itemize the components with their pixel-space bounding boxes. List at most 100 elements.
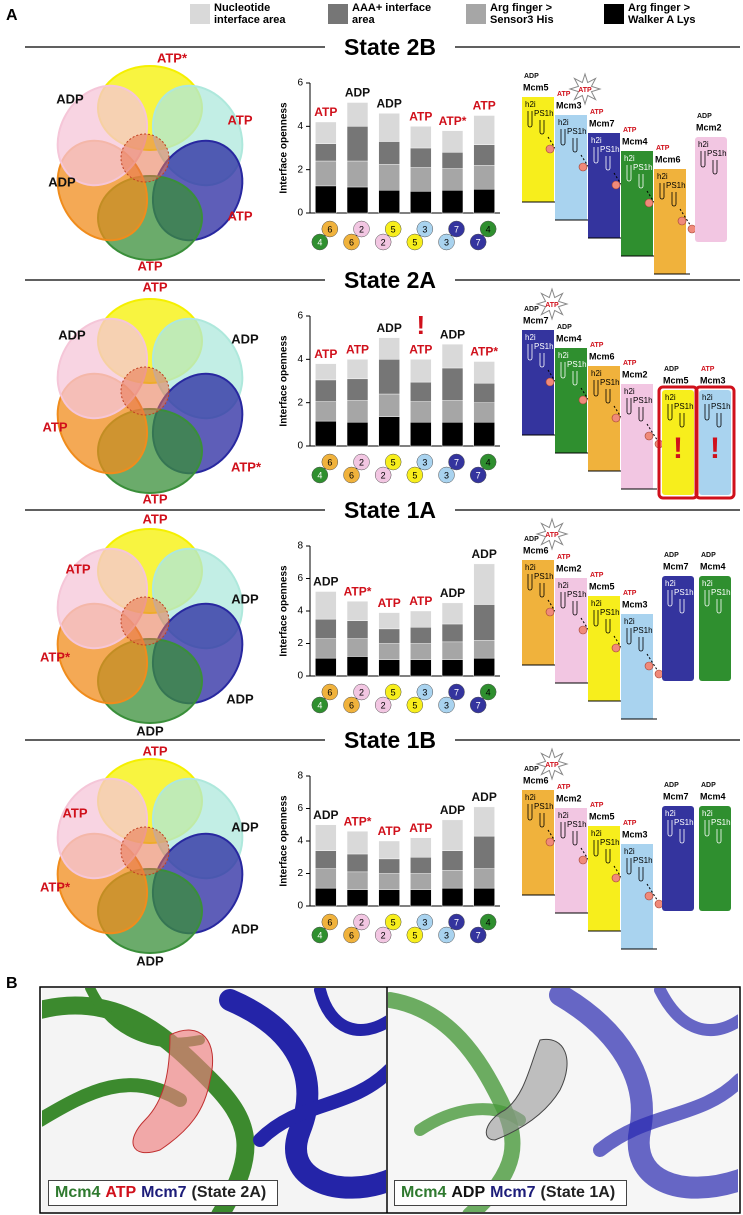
panel-b-caption: Mcm4 ADP Mcm7 (State 1A)	[394, 1180, 628, 1206]
protomer-nucleotide: ADP	[664, 552, 679, 559]
bar-segment	[315, 850, 337, 869]
protomer-nucleotide: ATP	[623, 127, 637, 134]
motif-label: h2i	[702, 809, 713, 818]
nucleotide-label: ATP	[65, 561, 90, 576]
subunit-number: 5	[391, 917, 396, 927]
contact-dot	[578, 395, 588, 405]
bar-label: ADP	[440, 327, 465, 341]
protomer-name: Mcm2	[696, 122, 722, 132]
hairpin	[605, 849, 611, 864]
y-axis-label: Interface openness	[279, 565, 290, 657]
motif-label: PS1h	[674, 588, 694, 597]
subunit-number: 2	[381, 470, 386, 480]
subunit-number: 3	[422, 687, 427, 697]
subunit-dot	[353, 220, 370, 238]
protomer-nucleotide: ATP	[590, 572, 604, 579]
bar-label: ATP	[409, 594, 432, 608]
motif-label: h2i	[591, 369, 602, 378]
motif-label: PS1h	[567, 127, 587, 136]
subunit-dot	[384, 453, 402, 471]
bar-segment	[473, 165, 495, 190]
legend-label: AAA+ interface area	[352, 2, 432, 26]
hairpin	[638, 174, 644, 189]
blue-ribbon	[593, 1073, 738, 1157]
bar-segment	[473, 640, 495, 659]
bar-segment	[315, 887, 337, 907]
motif-label: PS1h	[633, 163, 653, 172]
protomer-name: Mcm5	[663, 375, 689, 385]
contact-dot	[611, 180, 621, 190]
motif-label: PS1h	[711, 402, 731, 411]
nucleotide-label: ADP	[226, 691, 254, 706]
bar-segment	[473, 115, 495, 145]
subunit-number: 3	[422, 457, 427, 467]
subunit-number: 7	[476, 470, 481, 480]
protomer-nucleotide: ATP	[623, 820, 637, 827]
subunit-number: 7	[454, 457, 459, 467]
protomer-nucleotide: ADP	[524, 536, 539, 543]
subunit-dot	[343, 466, 360, 484]
hairpin	[667, 590, 673, 607]
protomer	[699, 806, 731, 911]
legend-swatch	[466, 4, 486, 24]
bar-label: ADP	[471, 790, 496, 804]
motif-label: h2i	[624, 387, 635, 396]
contact-dot	[578, 625, 588, 635]
motif-label: h2i	[525, 333, 536, 342]
hairpin	[605, 156, 611, 171]
subunit-number: 5	[412, 930, 417, 940]
subunit-dot	[416, 220, 434, 238]
protomer-name: Mcm6	[589, 351, 615, 361]
blue-ribbon	[253, 1064, 386, 1147]
legend-item: Nucleotide interface area	[190, 2, 309, 26]
protomer-name: Mcm6	[655, 154, 681, 164]
motif-label: h2i	[624, 617, 635, 626]
y-axis-label: Interface openness	[279, 335, 290, 427]
central-density	[120, 596, 170, 646]
hairpin	[659, 183, 665, 200]
protomer	[662, 576, 694, 681]
panel-b-left-image	[42, 988, 386, 1212]
bar-label: ATP	[409, 821, 432, 835]
contact-dot	[644, 891, 654, 901]
subunit-dot	[311, 233, 329, 251]
state-title: State 2A	[344, 267, 436, 293]
motif-label: h2i	[558, 811, 569, 820]
protomer-name: Mcm3	[556, 100, 582, 110]
motif-label: h2i	[558, 351, 569, 360]
motif-label: PS1h	[600, 608, 620, 617]
hairpin	[700, 151, 706, 168]
state-title: State 1B	[344, 727, 436, 753]
hairpin	[572, 138, 578, 153]
subunit-number: 3	[422, 224, 427, 234]
subunit-number: 6	[349, 470, 354, 480]
subunit-number: 5	[412, 237, 417, 247]
star-label: ATP	[545, 532, 559, 539]
bar-segment	[378, 889, 400, 907]
bar-segment	[346, 400, 369, 423]
nucleotide-label: ATP*	[231, 459, 262, 474]
bar-label: ADP	[471, 547, 496, 561]
nucleotide-label: ATP*	[157, 50, 188, 65]
alert-mark: !	[673, 432, 683, 465]
bar-segment	[441, 850, 464, 871]
nucleotide-label: ATP	[227, 208, 252, 223]
bar-label: ADP	[345, 86, 370, 100]
contact-dot	[654, 899, 664, 909]
green-ribbon	[388, 992, 521, 1212]
hairpin	[605, 389, 611, 404]
bar-label: ATP*	[470, 345, 498, 359]
protomer-nucleotide: ADP	[524, 306, 539, 313]
hairpin	[593, 380, 599, 397]
contact-dot	[545, 607, 555, 617]
bar-segment	[346, 853, 369, 873]
hairpin	[716, 413, 722, 428]
contact-dot	[611, 413, 621, 423]
blue-ribbon	[314, 988, 386, 1036]
bar-segment	[441, 421, 464, 447]
motif-label: h2i	[525, 563, 536, 572]
title-bg	[325, 35, 455, 61]
y-tick-label: 0	[297, 671, 303, 682]
motif-label: h2i	[525, 793, 536, 802]
